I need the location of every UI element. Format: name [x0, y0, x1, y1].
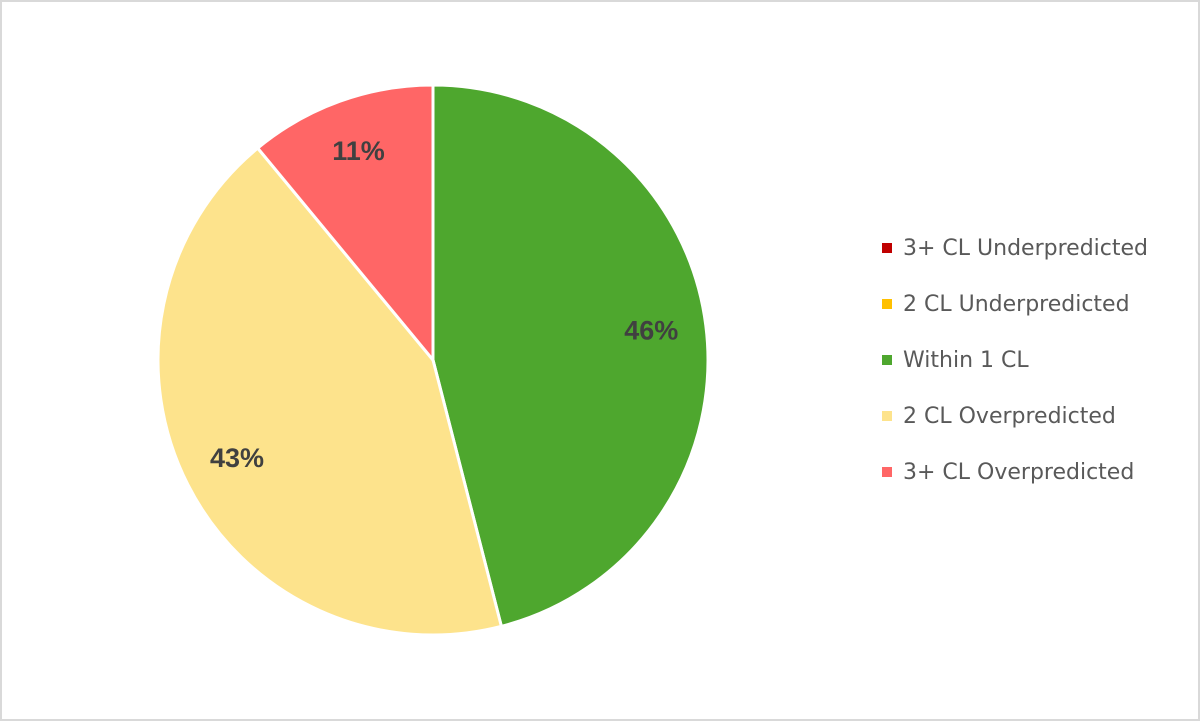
pie-slice	[431, 83, 710, 629]
legend-swatch	[882, 243, 892, 253]
pie-slice	[156, 145, 504, 637]
data-label: 11%	[332, 136, 385, 166]
legend-label: 3+ CL Overpredicted	[903, 460, 1134, 485]
legend-swatch	[882, 411, 892, 421]
legend-swatch	[882, 299, 892, 309]
legend-label: 2 CL Underpredicted	[903, 292, 1130, 317]
pie-slice	[255, 83, 435, 365]
data-label: 46%	[624, 316, 678, 346]
legend-label: 2 CL Overpredicted	[903, 404, 1116, 429]
legend-swatch	[882, 355, 892, 365]
legend-label: Within 1 CL	[903, 348, 1029, 373]
data-label: 43%	[210, 443, 264, 473]
legend-label: 3+ CL Underpredicted	[903, 236, 1148, 261]
legend-swatch	[882, 467, 892, 477]
